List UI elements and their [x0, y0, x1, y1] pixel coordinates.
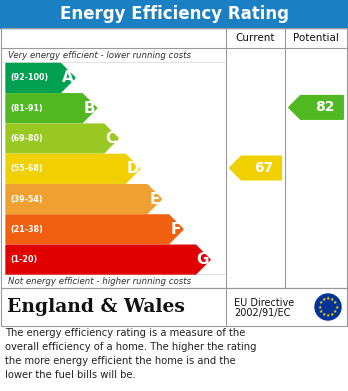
Text: Potential: Potential	[293, 33, 339, 43]
Polygon shape	[289, 96, 343, 119]
Text: (39-54): (39-54)	[10, 195, 42, 204]
Text: ★: ★	[318, 300, 323, 305]
Text: England & Wales: England & Wales	[7, 298, 185, 316]
Text: ★: ★	[322, 312, 326, 317]
Text: EU Directive: EU Directive	[234, 298, 294, 308]
Text: (21-38): (21-38)	[10, 225, 43, 234]
Text: (55-68): (55-68)	[10, 164, 43, 173]
Text: ★: ★	[318, 309, 323, 314]
Text: (1-20): (1-20)	[10, 255, 37, 264]
Text: (92-100): (92-100)	[10, 74, 48, 83]
Text: F: F	[171, 222, 181, 237]
Bar	[1, 288, 347, 326]
Text: ★: ★	[334, 305, 339, 310]
Text: Very energy efficient - lower running costs: Very energy efficient - lower running co…	[8, 50, 191, 59]
Text: B: B	[84, 100, 95, 116]
Text: ★: ★	[326, 313, 330, 318]
Circle shape	[315, 294, 341, 320]
Text: ★: ★	[333, 300, 338, 305]
Text: Energy Efficiency Rating: Energy Efficiency Rating	[60, 5, 288, 23]
Polygon shape	[6, 124, 118, 153]
Bar	[0, 0, 348, 28]
Text: E: E	[149, 192, 159, 206]
Text: ★: ★	[330, 312, 334, 317]
Text: ★: ★	[326, 296, 330, 301]
Text: G: G	[197, 252, 209, 267]
Polygon shape	[6, 185, 161, 213]
Polygon shape	[6, 94, 97, 122]
Text: (81-91): (81-91)	[10, 104, 43, 113]
Polygon shape	[6, 154, 140, 183]
Text: D: D	[126, 161, 139, 176]
Text: ★: ★	[317, 305, 322, 310]
Text: ★: ★	[322, 297, 326, 302]
Bar	[1, 28, 347, 288]
Text: Not energy efficient - higher running costs: Not energy efficient - higher running co…	[8, 276, 191, 285]
Text: C: C	[105, 131, 117, 146]
Text: 82: 82	[315, 100, 335, 115]
Text: ★: ★	[330, 297, 334, 302]
Polygon shape	[6, 245, 210, 274]
Text: Current: Current	[236, 33, 275, 43]
Polygon shape	[6, 215, 183, 244]
Text: The energy efficiency rating is a measure of the
overall efficiency of a home. T: The energy efficiency rating is a measur…	[5, 328, 256, 380]
Text: (69-80): (69-80)	[10, 134, 43, 143]
Text: 67: 67	[254, 161, 274, 175]
Text: A: A	[62, 70, 74, 85]
Text: ★: ★	[333, 309, 338, 314]
Polygon shape	[6, 63, 75, 92]
Text: 2002/91/EC: 2002/91/EC	[234, 308, 290, 318]
Polygon shape	[230, 156, 282, 180]
